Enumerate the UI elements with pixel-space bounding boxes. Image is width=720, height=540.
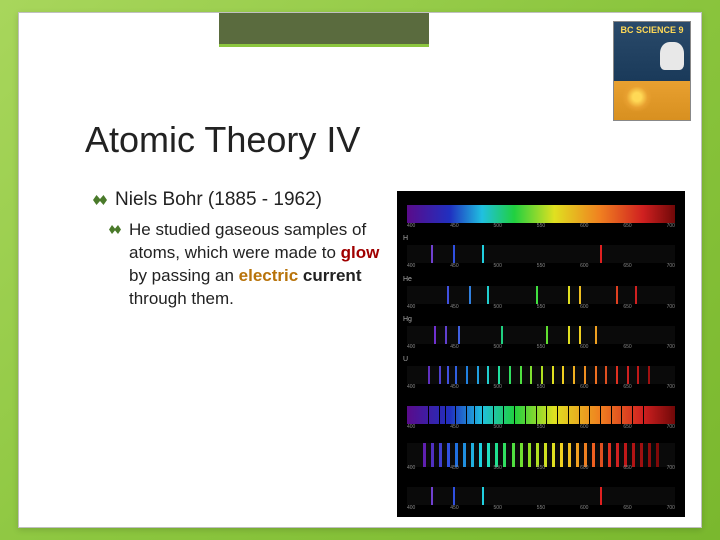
bullet-sub-text-1: He studied gaseous samples of atoms, whi… [129,220,366,262]
spectrum-element-label: Hg [403,316,412,323]
book-atom-graphic [622,82,652,112]
slide-card: BC SCIENCE 9 Atomic Theory IV Niels Bohr… [18,12,702,528]
bullet-sub: He studied gaseous samples of atoms, whi… [93,219,383,311]
spectrum-row: Hg 400450500550600650700 [401,318,681,350]
spectrum-scale: 400450500550600650700 [407,465,675,471]
spectrum-row: H 400450500550600650700 [401,237,681,269]
spectrum-scale: 400450500550600650700 [407,424,675,430]
spectrum-row: 400450500550600650700 [401,197,681,229]
highlight-electric: electric [239,266,303,285]
spectrum-band [407,286,675,304]
slide-title: Atomic Theory IV [85,119,360,161]
book-title: BC SCIENCE 9 [617,25,687,35]
spectrum-row: 400450500550600650700 [401,439,681,471]
spectrum-band [407,366,675,384]
highlight-glow: glow [341,243,380,262]
spectrum-row: 400450500550600650700 [401,398,681,430]
spectrum-band [407,406,675,424]
spectrum-scale: 400450500550600650700 [407,505,675,511]
spectra-figure: 400450500550600650700 H 400450500550600650… [397,191,685,517]
spectrum-row: He 400450500550600650700 [401,278,681,310]
spectrum-band [407,326,675,344]
content-area: Niels Bohr (1885 - 1962) He studied gase… [93,189,383,311]
spectrum-scale: 400450500550600650700 [407,344,675,350]
spectrum-band [407,205,675,223]
spectrum-element-label: U [403,356,408,363]
book-astronaut-graphic [660,42,684,70]
spectrum-band [407,245,675,263]
spectrum-row: U 400450500550600650700 [401,358,681,390]
spectrum-scale: 400450500550600650700 [407,263,675,269]
bullet-main: Niels Bohr (1885 - 1962) [93,189,383,211]
spectrum-scale: 400450500550600650700 [407,304,675,310]
spectrum-scale: 400450500550600650700 [407,223,675,229]
spectrum-scale: 400450500550600650700 [407,384,675,390]
bullet-sub-text-3: through them. [129,289,234,308]
spectrum-band [407,443,675,467]
spectrum-band [407,487,675,505]
spectrum-element-label: He [403,276,412,283]
book-cover-image: BC SCIENCE 9 [613,21,691,121]
bullet-sub-text-2: by passing an [129,266,239,285]
spectrum-element-label: H [403,235,408,242]
highlight-current: current [303,266,362,285]
top-accent-bar [219,13,429,47]
spectrum-row: 400450500550600650700 [401,479,681,511]
